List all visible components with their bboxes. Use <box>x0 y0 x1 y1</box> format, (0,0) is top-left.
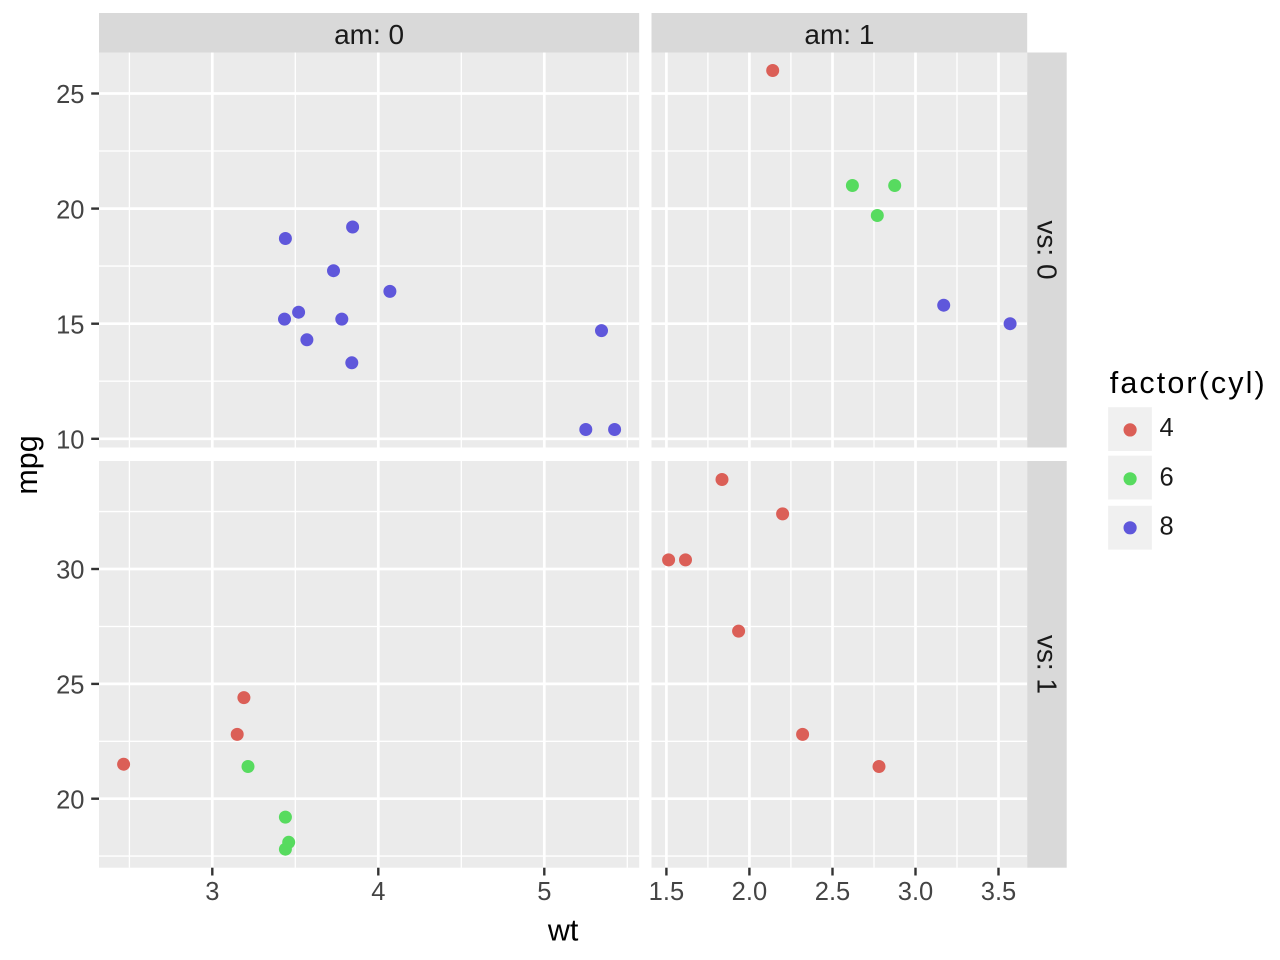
svg-text:am: 1: am: 1 <box>804 19 874 50</box>
svg-text:1.5: 1.5 <box>649 878 684 906</box>
svg-text:3.0: 3.0 <box>898 878 933 906</box>
svg-text:25: 25 <box>56 672 84 700</box>
svg-text:15: 15 <box>56 311 84 339</box>
svg-text:vs: 0: vs: 0 <box>1032 220 1063 279</box>
svg-text:2.5: 2.5 <box>815 878 850 906</box>
svg-text:mpg: mpg <box>10 435 44 494</box>
svg-text:20: 20 <box>56 786 84 814</box>
svg-text:6: 6 <box>1160 464 1174 492</box>
svg-text:4: 4 <box>1160 414 1174 442</box>
svg-text:30: 30 <box>56 557 84 585</box>
svg-text:3: 3 <box>205 878 219 906</box>
svg-text:20: 20 <box>56 196 84 224</box>
svg-text:factor(cyl): factor(cyl) <box>1110 366 1267 400</box>
svg-text:2.0: 2.0 <box>732 878 767 906</box>
svg-text:4: 4 <box>371 878 385 906</box>
svg-text:3.5: 3.5 <box>981 878 1016 906</box>
svg-text:25: 25 <box>56 81 84 109</box>
svg-text:10: 10 <box>56 427 84 455</box>
svg-text:wt: wt <box>547 913 579 947</box>
svg-text:8: 8 <box>1160 512 1174 540</box>
svg-text:vs: 1: vs: 1 <box>1032 635 1063 694</box>
svg-text:am: 0: am: 0 <box>334 19 404 50</box>
svg-text:5: 5 <box>537 878 551 906</box>
